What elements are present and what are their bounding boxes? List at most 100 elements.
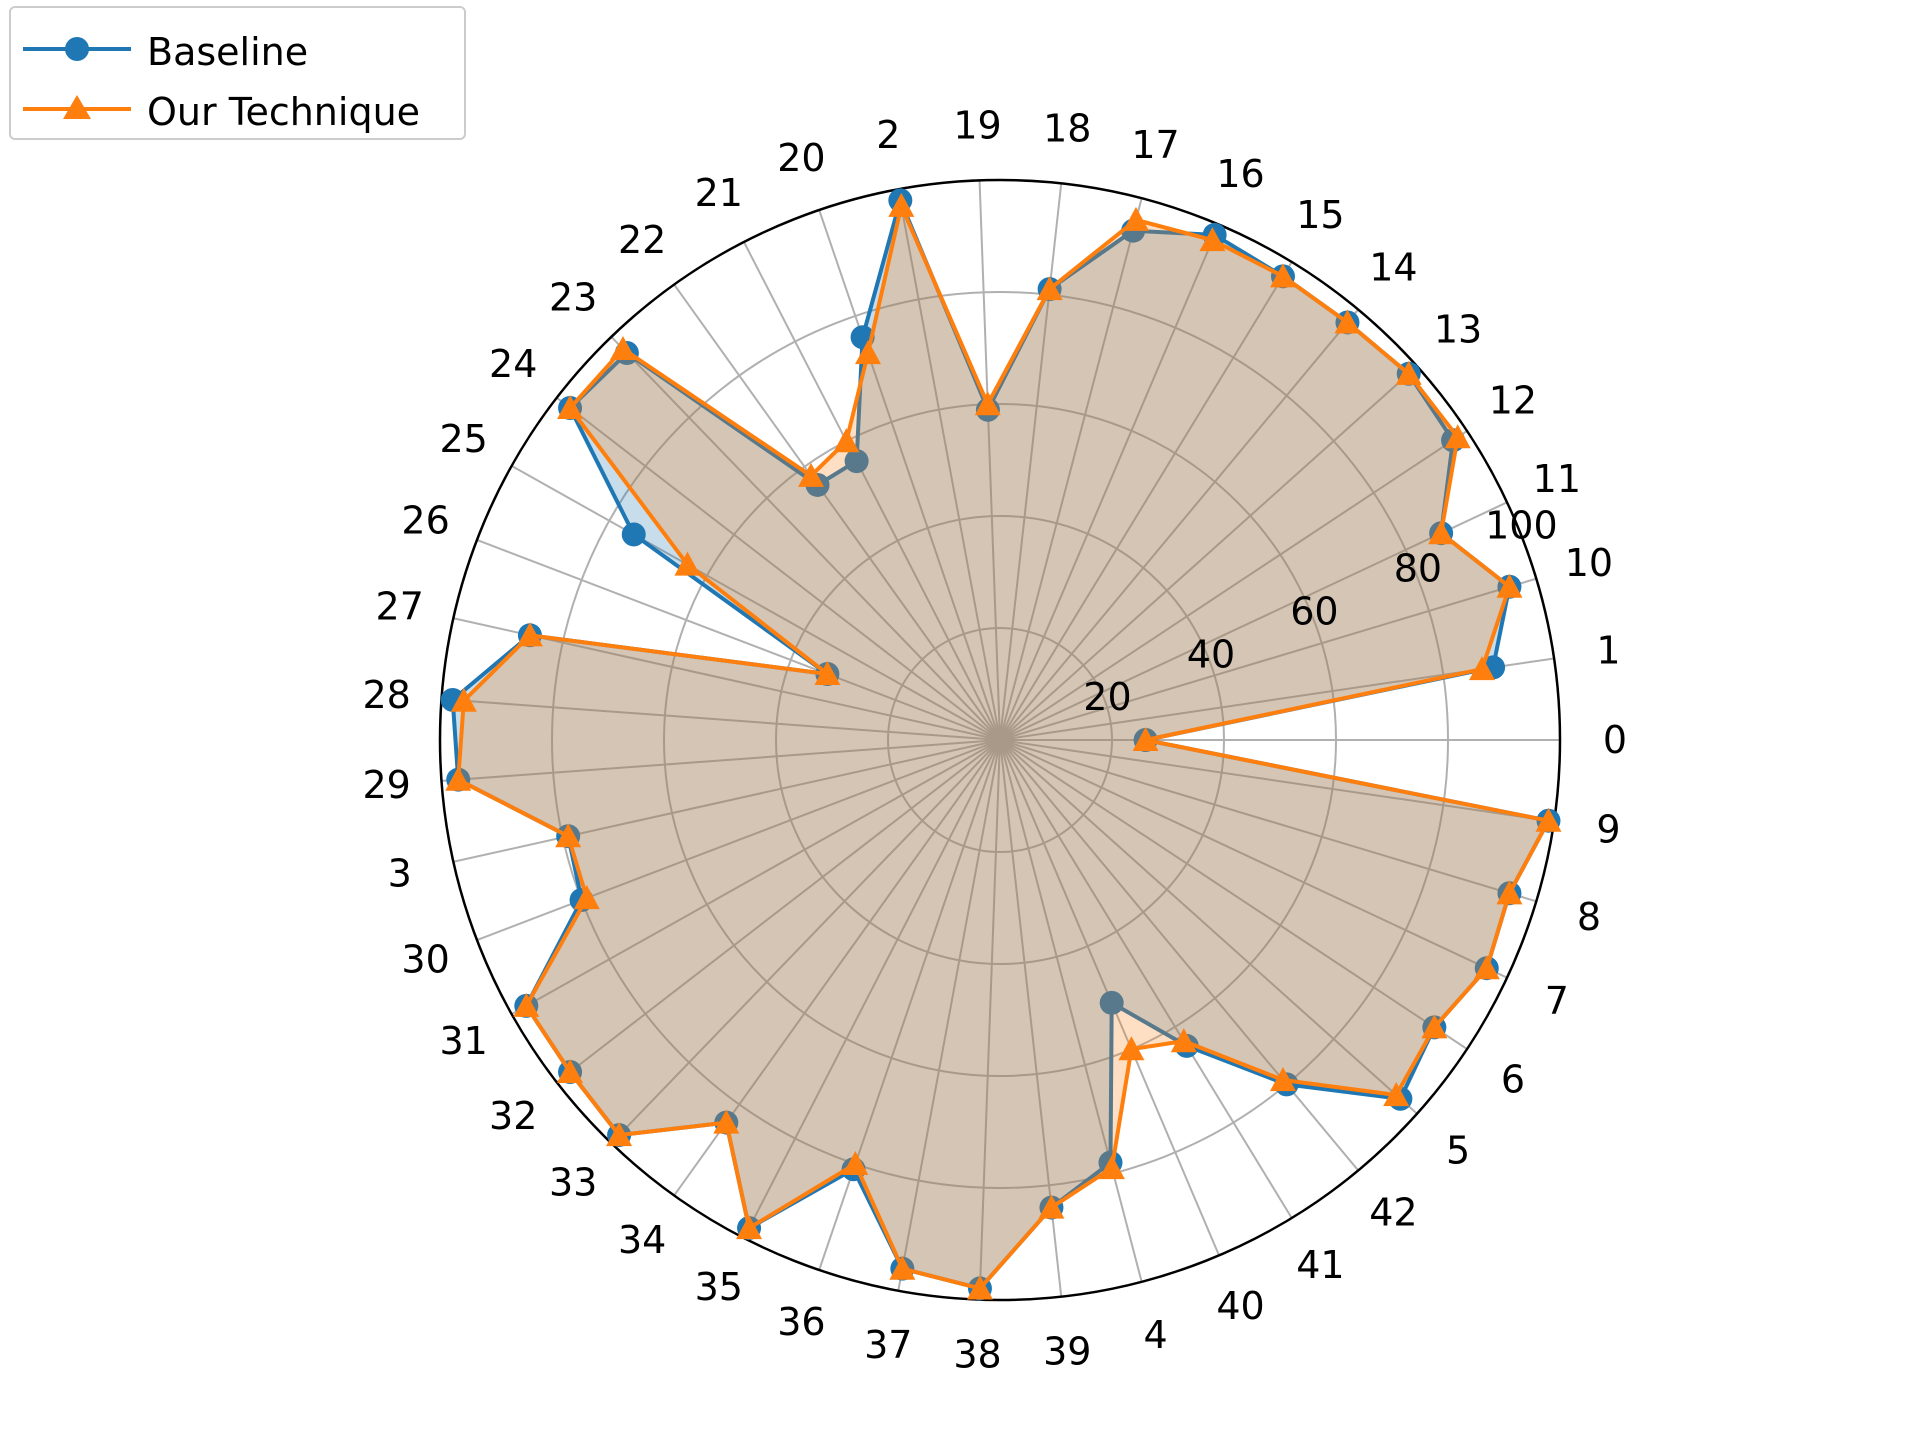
data-point — [1038, 1194, 1065, 1219]
data-point — [844, 449, 869, 474]
data-point — [814, 660, 841, 686]
angular-gridline — [818, 209, 1001, 741]
category-tick-label: 10 — [1565, 541, 1613, 585]
category-tick-label: 3 — [388, 852, 412, 896]
category-tick-label: 17 — [1131, 123, 1179, 167]
radial-tick-label: 20 — [1083, 675, 1131, 719]
angular-gridline — [897, 189, 1001, 741]
category-tick-label: 24 — [489, 342, 537, 386]
category-tick-label: 14 — [1369, 245, 1417, 289]
series-1 — [445, 192, 1562, 1300]
angular-gridline — [673, 283, 1001, 741]
series-fill — [458, 205, 1549, 1289]
data-point — [1269, 1067, 1296, 1092]
data-point — [736, 1215, 763, 1240]
data-point — [557, 395, 584, 420]
legend-swatch-our-technique — [23, 95, 131, 119]
category-tick-label: 4 — [1143, 1313, 1167, 1357]
category-tick-label: 36 — [777, 1300, 825, 1344]
data-point — [833, 428, 860, 453]
data-point — [713, 1109, 740, 1134]
legend-item-our-technique: Our Technique — [11, 84, 464, 134]
category-tick-label: 7 — [1545, 979, 1569, 1023]
data-point — [855, 340, 882, 365]
polar-frame — [438, 178, 1562, 1302]
data-point — [1269, 263, 1296, 288]
data-point — [1473, 955, 1500, 980]
data-point — [674, 551, 701, 576]
data-point — [842, 1151, 869, 1176]
category-tick-label: 23 — [549, 275, 597, 319]
data-point — [513, 992, 540, 1017]
radial-tick-label: 60 — [1290, 589, 1338, 633]
triangle-marker-icon — [63, 95, 91, 119]
data-point — [1444, 424, 1471, 449]
angular-gridline — [999, 261, 1293, 741]
legend-label-baseline: Baseline — [147, 30, 309, 74]
angular-gridline — [999, 739, 1508, 979]
angular-gridline — [999, 224, 1220, 741]
data-point — [1132, 727, 1159, 752]
angular-gridline — [818, 739, 1001, 1271]
data-point — [1496, 880, 1523, 905]
angular-gridline — [556, 739, 1001, 1084]
data-point — [1122, 206, 1149, 231]
angular-gridline — [999, 739, 1359, 1172]
category-tick-label: 26 — [401, 498, 449, 542]
data-point — [1395, 360, 1422, 385]
data-point — [798, 462, 825, 487]
category-tick-label: 30 — [401, 938, 449, 982]
angular-gridline — [978, 180, 1001, 741]
category-tick-label: 8 — [1577, 895, 1601, 939]
category-tick-label: 40 — [1216, 1284, 1264, 1328]
angular-gridline — [999, 739, 1555, 823]
category-tick-label: 9 — [1596, 808, 1620, 852]
category-tick-label: 18 — [1043, 107, 1091, 151]
data-point — [609, 335, 636, 360]
data-point — [621, 522, 646, 547]
category-tick-label: 19 — [953, 103, 1001, 147]
angular-gridline — [999, 739, 1418, 1115]
data-point — [555, 823, 582, 848]
data-point — [516, 622, 543, 647]
category-tick-label: 25 — [440, 417, 488, 461]
data-point — [974, 391, 1001, 416]
data-point — [1199, 227, 1226, 252]
category-tick-label: 38 — [953, 1333, 1001, 1377]
grid-layer — [438, 178, 1562, 1302]
category-tick-label: 16 — [1216, 152, 1264, 196]
data-point — [1496, 573, 1523, 598]
category-tick-label: 0 — [1603, 718, 1627, 762]
radial-tick-label: 100 — [1485, 504, 1558, 548]
category-tick-label: 32 — [489, 1094, 537, 1138]
data-point — [1118, 1036, 1145, 1061]
series-fill — [452, 200, 1549, 1289]
category-tick-label: 29 — [362, 763, 410, 807]
data-point — [1099, 990, 1124, 1015]
angular-gridline — [978, 739, 1001, 1300]
circle-marker-icon — [65, 37, 89, 61]
data-point — [1170, 1028, 1197, 1053]
category-tick-label: 35 — [695, 1265, 743, 1309]
angular-gridline — [999, 501, 1508, 741]
legend-item-baseline: Baseline — [11, 24, 464, 74]
angular-gridline — [999, 308, 1359, 741]
category-tick-label: 31 — [440, 1019, 488, 1063]
angular-gridline — [999, 739, 1468, 1050]
angular-gridline — [999, 430, 1468, 741]
series-layer — [440, 188, 1562, 1301]
radial-tick-label: 40 — [1187, 632, 1235, 676]
data-point — [1098, 1155, 1125, 1180]
angular-gridline — [610, 739, 1001, 1144]
category-tick-label: 33 — [549, 1161, 597, 1205]
angular-gridline — [743, 739, 1001, 1239]
legend-label-our-technique: Our Technique — [147, 90, 421, 134]
legend-swatch-baseline — [23, 37, 131, 61]
category-tick-label: 39 — [1043, 1329, 1091, 1373]
category-tick-label: 41 — [1296, 1243, 1344, 1287]
category-tick-label: 13 — [1434, 308, 1482, 352]
category-tick-label: 15 — [1296, 193, 1344, 237]
category-tick-label: 42 — [1369, 1191, 1417, 1235]
angular-gridline — [999, 739, 1293, 1219]
category-tick-label: 20 — [777, 136, 825, 180]
